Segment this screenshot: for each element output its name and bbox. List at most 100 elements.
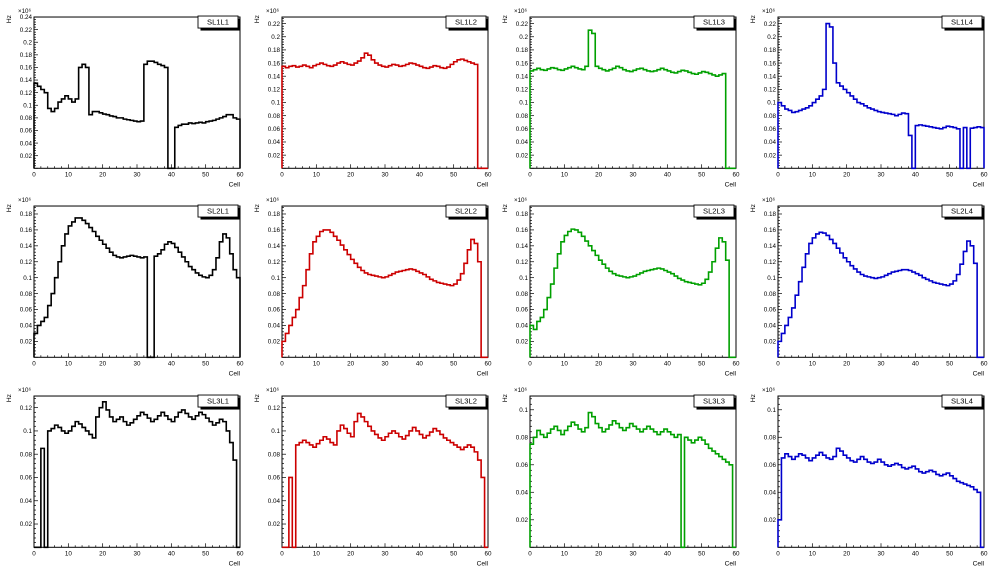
svg-text:0.04: 0.04 — [764, 489, 777, 496]
svg-text:0.12: 0.12 — [516, 259, 529, 266]
svg-text:0.04: 0.04 — [268, 498, 281, 505]
x-axis-title: Cell — [725, 181, 737, 188]
svg-text:0.18: 0.18 — [764, 212, 777, 219]
y-axis-exponent: ×10⁶ — [266, 387, 279, 394]
svg-text:0.12: 0.12 — [764, 259, 777, 266]
svg-text:0.02: 0.02 — [20, 521, 33, 528]
pave-label: SL3L3 — [693, 394, 737, 410]
svg-text:50: 50 — [698, 171, 705, 178]
panel-background — [500, 4, 744, 190]
svg-text:0.24: 0.24 — [20, 14, 33, 21]
y-axis-title: Hz — [254, 204, 261, 212]
svg-text:0.02: 0.02 — [20, 339, 33, 346]
y-axis-title: Hz — [750, 15, 757, 23]
pave-label: SL2L2 — [445, 204, 489, 220]
svg-text:0.08: 0.08 — [516, 291, 529, 298]
svg-text:60: 60 — [980, 361, 987, 368]
pave-label-text: SL3L1 — [207, 396, 229, 405]
pave-label-text: SL3L2 — [455, 396, 477, 405]
svg-text:40: 40 — [912, 171, 919, 178]
svg-text:60: 60 — [484, 171, 491, 178]
histogram-panel-SL2L3: 0.02 0.04 0.06 0.08 0.1 0.12 0.14 0.16 0.18 0 10 20… — [500, 193, 744, 379]
svg-text:0.16: 0.16 — [268, 227, 281, 234]
svg-text:0.04: 0.04 — [20, 140, 33, 147]
svg-text:10: 10 — [65, 361, 72, 368]
svg-text:10: 10 — [65, 171, 72, 178]
pave-label: SL1L2 — [445, 15, 489, 31]
svg-text:0.16: 0.16 — [764, 227, 777, 234]
plot-frame — [281, 395, 489, 548]
panel-background — [748, 382, 992, 568]
svg-text:0.12: 0.12 — [20, 90, 33, 97]
svg-text:0.08: 0.08 — [764, 291, 777, 298]
svg-text:0: 0 — [776, 361, 780, 368]
svg-text:0.2: 0.2 — [767, 34, 776, 41]
panel-background — [252, 193, 496, 379]
x-axis-title: Cell — [725, 560, 737, 567]
svg-text:20: 20 — [843, 361, 850, 368]
x-axis: 0 10 20 30 40 50 60 — [32, 164, 244, 178]
svg-text:0.06: 0.06 — [20, 474, 33, 481]
svg-text:0.2: 0.2 — [271, 34, 280, 41]
y-axis-title: Hz — [254, 15, 261, 23]
svg-text:20: 20 — [843, 171, 850, 178]
x-axis: 0 10 20 30 40 50 60 — [776, 542, 988, 557]
pave-label-text: SL2L1 — [207, 207, 229, 216]
svg-text:10: 10 — [313, 550, 320, 557]
hist-step-line — [529, 411, 736, 548]
svg-text:60: 60 — [236, 171, 243, 178]
y-axis: 0.02 0.04 0.06 0.08 0.1 0.12 0.14 0.16 0.18 0.2 0.… — [20, 14, 38, 169]
svg-text:0.16: 0.16 — [516, 60, 529, 67]
svg-text:10: 10 — [313, 361, 320, 368]
pave-label-text: SL1L1 — [207, 18, 229, 27]
svg-text:0.1: 0.1 — [271, 100, 280, 107]
svg-text:0.14: 0.14 — [764, 243, 777, 250]
svg-text:0.22: 0.22 — [268, 21, 281, 28]
svg-text:0.1: 0.1 — [271, 428, 280, 435]
svg-text:10: 10 — [65, 550, 72, 557]
svg-text:50: 50 — [450, 171, 457, 178]
y-axis-exponent: ×10⁶ — [18, 197, 31, 204]
svg-text:0.08: 0.08 — [764, 113, 777, 120]
svg-text:0.16: 0.16 — [20, 65, 33, 72]
svg-text:0.02: 0.02 — [20, 153, 33, 160]
svg-text:50: 50 — [946, 361, 953, 368]
svg-text:0.02: 0.02 — [764, 517, 777, 524]
svg-text:30: 30 — [381, 550, 388, 557]
y-axis-exponent: ×10⁶ — [18, 8, 31, 15]
y-axis: 0.02 0.04 0.06 0.08 0.1 0.12 — [20, 397, 38, 548]
y-axis-title: Hz — [6, 15, 13, 23]
svg-text:50: 50 — [946, 550, 953, 557]
svg-text:0.1: 0.1 — [519, 407, 528, 414]
svg-text:60: 60 — [980, 550, 987, 557]
svg-text:0.1: 0.1 — [767, 407, 776, 414]
svg-text:0.14: 0.14 — [268, 73, 281, 80]
svg-text:0.06: 0.06 — [20, 307, 33, 314]
svg-text:0: 0 — [32, 361, 36, 368]
svg-text:0.14: 0.14 — [764, 73, 777, 80]
y-axis-title: Hz — [502, 15, 509, 23]
svg-text:10: 10 — [561, 171, 568, 178]
pave-label: SL2L1 — [197, 204, 241, 220]
svg-text:0.02: 0.02 — [764, 339, 777, 346]
panel-background — [748, 4, 992, 190]
pave-label: SL1L1 — [197, 15, 241, 31]
svg-text:0.18: 0.18 — [20, 52, 33, 59]
svg-text:20: 20 — [99, 171, 106, 178]
svg-text:0.04: 0.04 — [268, 323, 281, 330]
svg-text:0.1: 0.1 — [23, 275, 32, 282]
svg-text:0.04: 0.04 — [764, 323, 777, 330]
svg-text:20: 20 — [347, 171, 354, 178]
svg-text:0.06: 0.06 — [268, 126, 281, 133]
plot-frame — [777, 395, 985, 548]
svg-text:40: 40 — [664, 361, 671, 368]
svg-text:0.06: 0.06 — [516, 307, 529, 314]
svg-text:50: 50 — [202, 361, 209, 368]
svg-text:0.14: 0.14 — [516, 243, 529, 250]
svg-text:0.08: 0.08 — [20, 115, 33, 122]
svg-text:0.2: 0.2 — [519, 34, 528, 41]
svg-text:0.12: 0.12 — [268, 405, 281, 412]
svg-text:30: 30 — [381, 361, 388, 368]
svg-text:10: 10 — [809, 361, 816, 368]
svg-text:0: 0 — [528, 550, 532, 557]
